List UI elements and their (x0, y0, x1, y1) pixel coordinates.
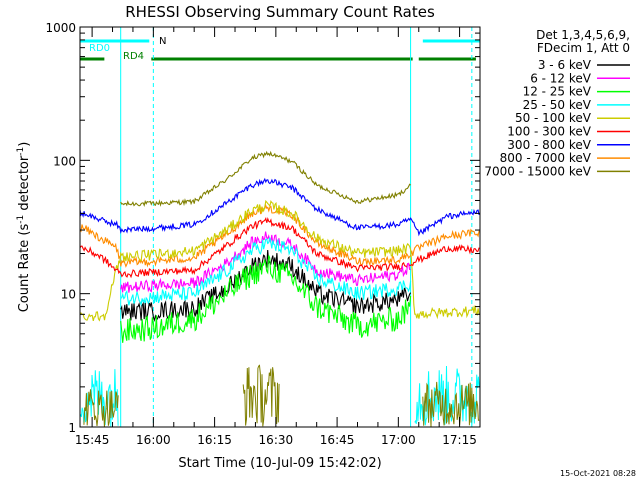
legend-label: 12 - 25 keV (523, 85, 592, 99)
legend-label: 7000 - 15000 keV (484, 164, 591, 178)
y-tick-label: 10 (61, 288, 76, 302)
low-count-noise-olive (83, 389, 119, 427)
legend-label: 6 - 12 keV (530, 71, 592, 85)
y-axis-label-sup: -1 (16, 215, 26, 224)
x-tick-label: 16:45 (320, 433, 355, 447)
series-line-300-800kev (79, 177, 480, 237)
state-label-rd4: RD4 (123, 51, 144, 62)
x-tick-label: 16:30 (259, 433, 294, 447)
state-label-rd0: RD0 (89, 43, 110, 54)
x-tick-label: 16:15 (197, 433, 232, 447)
low-count-noise-olive (242, 364, 280, 427)
low-count-noise-cyan (414, 365, 480, 427)
legend-label: 3 - 6 keV (538, 58, 592, 72)
series-line-6-12kev (120, 231, 411, 293)
x-tick-label: 17:15 (442, 433, 477, 447)
plot-frame (79, 26, 481, 428)
low-count-noise-olive (422, 381, 480, 427)
y-tick-label: 1 (68, 421, 76, 435)
plot-area: RD0 N RD4 (79, 27, 480, 428)
series-line-100-300kev (79, 216, 480, 279)
legend-label: 100 - 300 keV (507, 125, 591, 139)
series-line-25-50kev (120, 237, 412, 307)
x-tick-label: 16:00 (136, 433, 171, 447)
series-line-12-25kev (120, 255, 412, 343)
y-tick-label: 100 (53, 154, 76, 168)
legend-header-line1: Det 1,3,4,5,6,9, (536, 28, 630, 42)
y-tick-label: 1000 (45, 21, 76, 35)
y-axis-label: Count Rate (s-1 detector-1) (16, 142, 32, 313)
series-line-7000-15000kev (120, 150, 411, 208)
y-axis-label-sup: -1 (16, 147, 26, 156)
legend-label: 300 - 800 keV (507, 138, 591, 152)
legend-label: 50 - 100 keV (515, 111, 592, 125)
x-axis: 15:45 16:00 16:15 16:30 16:45 17:00 17:15 (75, 27, 481, 447)
state-label-n: N (159, 36, 166, 47)
series-line-50-100kev (79, 199, 480, 322)
y-axis: 1 10 100 1000 (45, 21, 480, 435)
legend: Det 1,3,4,5,6,9, FDecim 1, Att 0 3 - 6 k… (484, 28, 630, 178)
y-axis-label-part: ) (17, 142, 32, 147)
chart-title: RHESSI Observing Summary Count Rates (125, 3, 435, 21)
legend-label: 25 - 50 keV (523, 98, 592, 112)
x-tick-label: 15:45 (75, 433, 110, 447)
legend-label: 800 - 7000 keV (500, 151, 592, 165)
timestamp: 15-Oct-2021 08:28 (560, 469, 636, 478)
x-axis-label: Start Time (10-Jul-09 15:42:02) (178, 456, 381, 471)
x-tick-label: 17:00 (381, 433, 416, 447)
y-axis-label-part: Count Rate (s (17, 224, 32, 313)
y-axis-label-part: detector (17, 155, 32, 215)
legend-header-line2: FDecim 1, Att 0 (537, 41, 630, 55)
